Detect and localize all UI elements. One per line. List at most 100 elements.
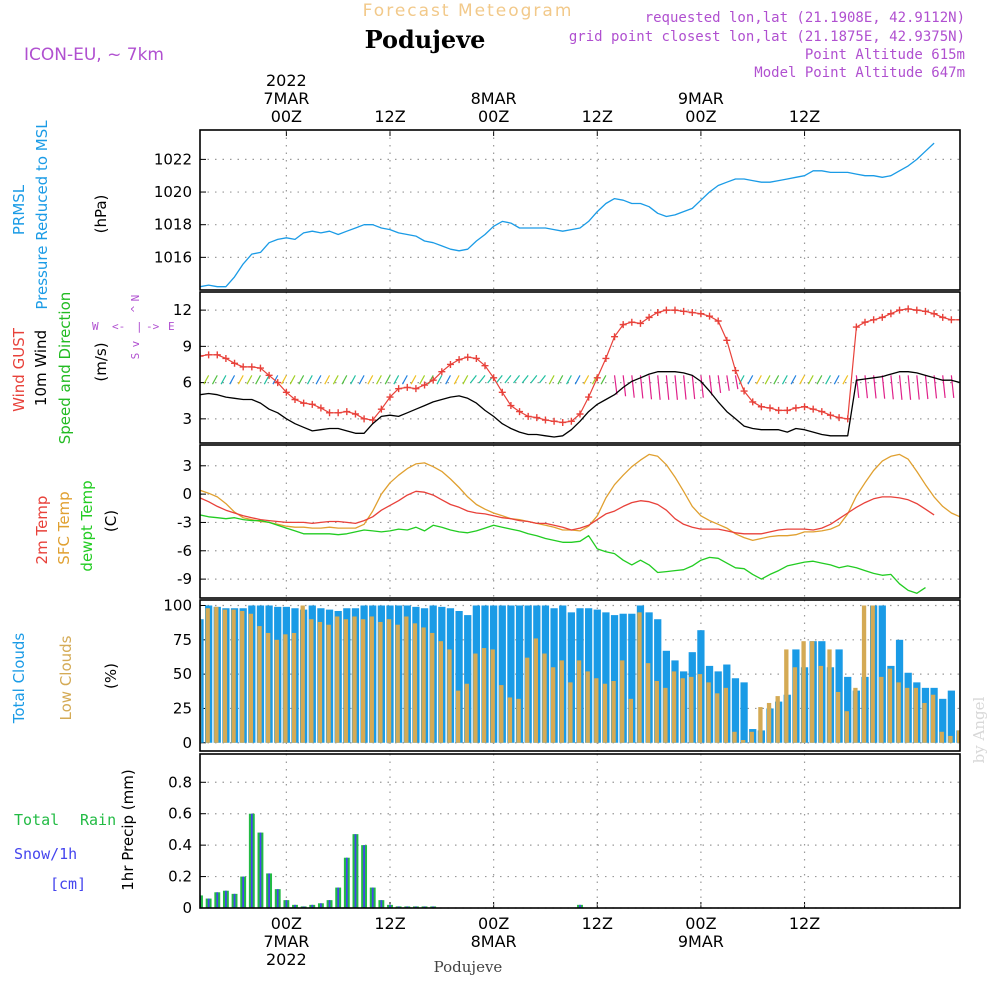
bottom-time-label: 00Z [478, 914, 509, 933]
rain-bar [200, 895, 203, 908]
y-tick-label: 1022 [154, 150, 192, 168]
low-cloud-bar [404, 616, 409, 743]
precip-unit: 1hr Precip (mm) [119, 769, 137, 890]
gust-point [593, 374, 601, 382]
low-cloud-bar [870, 605, 875, 743]
gust-point [731, 367, 739, 375]
y-tick-label: 100 [163, 596, 192, 614]
low-cloud-bar [430, 632, 435, 743]
panel-border [199, 444, 961, 599]
top-time-label: 00Z [478, 107, 509, 126]
gust-point [766, 404, 774, 412]
rain-bar-inner [328, 900, 331, 908]
wind-direction-arrow [799, 375, 806, 385]
total-cloud-bar [515, 605, 524, 743]
wind-direction-arrow [410, 375, 417, 385]
wind-direction-arrow [807, 375, 814, 385]
wind-direction-arrow [665, 375, 670, 400]
y-tick-label: 0.8 [168, 773, 192, 791]
bottom-time-label: 9MAR [678, 932, 724, 951]
dewpt-line [200, 514, 926, 594]
gust-point [671, 306, 679, 314]
precip-rain-label: Rain [80, 811, 116, 829]
rain-bar-inner [320, 903, 322, 908]
y-tick-label: -3 [177, 513, 192, 531]
wind-direction-arrow [436, 375, 443, 385]
bottom-time-label: 00Z [271, 914, 302, 933]
wind-direction-arrow [881, 375, 886, 399]
gust-point [351, 410, 359, 418]
top-time-label: 00Z [685, 107, 716, 126]
low-cloud-bar [697, 674, 703, 743]
gust-label: Wind GUST [10, 327, 28, 412]
total-cloud-bar [731, 678, 740, 743]
rain-bar-inner [207, 898, 210, 908]
gust-point [801, 403, 809, 411]
low-cloud-bar [481, 648, 487, 743]
low-cloud-bar [455, 690, 461, 743]
low-cloud-bar [922, 702, 927, 743]
gust-point [930, 310, 938, 318]
wind-direction-arrow [683, 375, 687, 400]
low-cloud-bar [628, 698, 634, 743]
wind-direction-arrow [453, 375, 460, 385]
gust-point [585, 393, 593, 401]
wind-direction-arrow [781, 375, 788, 385]
panel-4: 0 0.2 0.4 0.6 0.8 [168, 754, 960, 917]
wind-direction-arrow [445, 375, 451, 385]
gust-point [239, 363, 247, 371]
gust-point [818, 408, 826, 416]
low-cloud-bar [844, 711, 849, 743]
gust-point [481, 362, 489, 370]
compass-right: -> [146, 320, 160, 333]
low-cloud-bar [611, 680, 616, 743]
wind-direction-arrow [358, 375, 365, 385]
gust-point [688, 309, 696, 317]
gust-point [377, 405, 385, 413]
gust-point [490, 374, 498, 382]
low-cloud-bar [352, 616, 357, 743]
wind-direction-arrow [298, 375, 305, 385]
wind-direction-arrow [916, 375, 920, 400]
gust-point [213, 351, 221, 359]
y-tick-label: 0 [182, 899, 192, 917]
compass-bar: | [136, 320, 143, 333]
low-cloud-bar [335, 616, 340, 743]
low-cloud-bar [378, 621, 383, 743]
wind-direction-arrow [504, 374, 512, 384]
top-time-label: 7MAR [263, 89, 309, 108]
y-tick-label: 3 [182, 410, 192, 428]
low-cloud-bar [317, 621, 323, 743]
y-tick-label: 75 [173, 631, 192, 649]
gust-point [403, 383, 411, 391]
gust-point [343, 408, 351, 416]
rain-bar-inner [268, 873, 270, 908]
y-tick-label: 25 [173, 699, 192, 717]
rain-bar-inner [311, 904, 314, 908]
gust-point [524, 412, 532, 420]
model-label: ICON-EU, ~ 7km [24, 45, 164, 65]
low-cloud-bar [818, 665, 824, 743]
panel-border [199, 129, 961, 291]
low-cloud-bar [421, 627, 426, 743]
low-cloud-bar [689, 676, 694, 743]
panels: 10161018102010223691230-3-6-902550751000… [154, 129, 961, 917]
rain-bar-inner [354, 834, 357, 908]
rain-bar-inner [371, 887, 374, 908]
low-cloud-bar [473, 653, 478, 743]
gust-point [516, 408, 524, 416]
total-cloud-bar [602, 612, 610, 743]
bottom-time-label: 2022 [266, 950, 307, 969]
low-cloud-bar [784, 649, 789, 743]
rain-bar-inner [216, 892, 219, 908]
gust-point [559, 418, 567, 426]
gust-point [645, 313, 653, 321]
rain-bar-inner [337, 887, 340, 908]
grid-point-coords: grid point closest lon,lat (21.1875E, 42… [569, 29, 965, 45]
wind-direction-arrow [419, 375, 426, 385]
gust-point [550, 417, 558, 425]
y-tick-label: 3 [182, 457, 192, 475]
low-cloud-bar [248, 613, 254, 743]
gust-point [783, 406, 791, 414]
